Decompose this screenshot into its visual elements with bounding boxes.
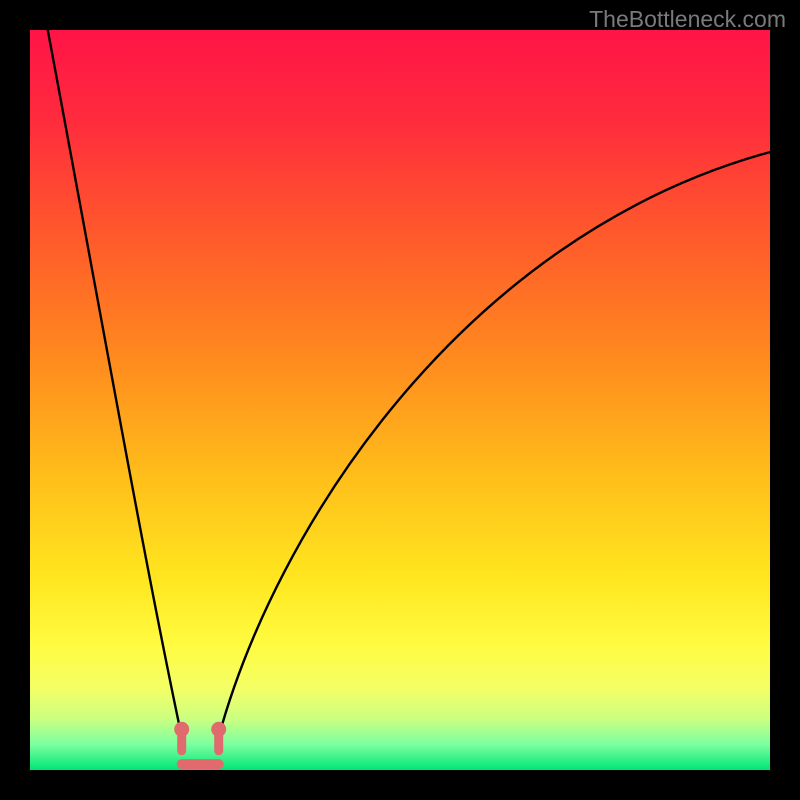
valley-dot-right: [211, 722, 226, 737]
valley-dot-left: [174, 722, 189, 737]
bottleneck-chart: [0, 0, 800, 800]
chart-stage: TheBottleneck.com: [0, 0, 800, 800]
